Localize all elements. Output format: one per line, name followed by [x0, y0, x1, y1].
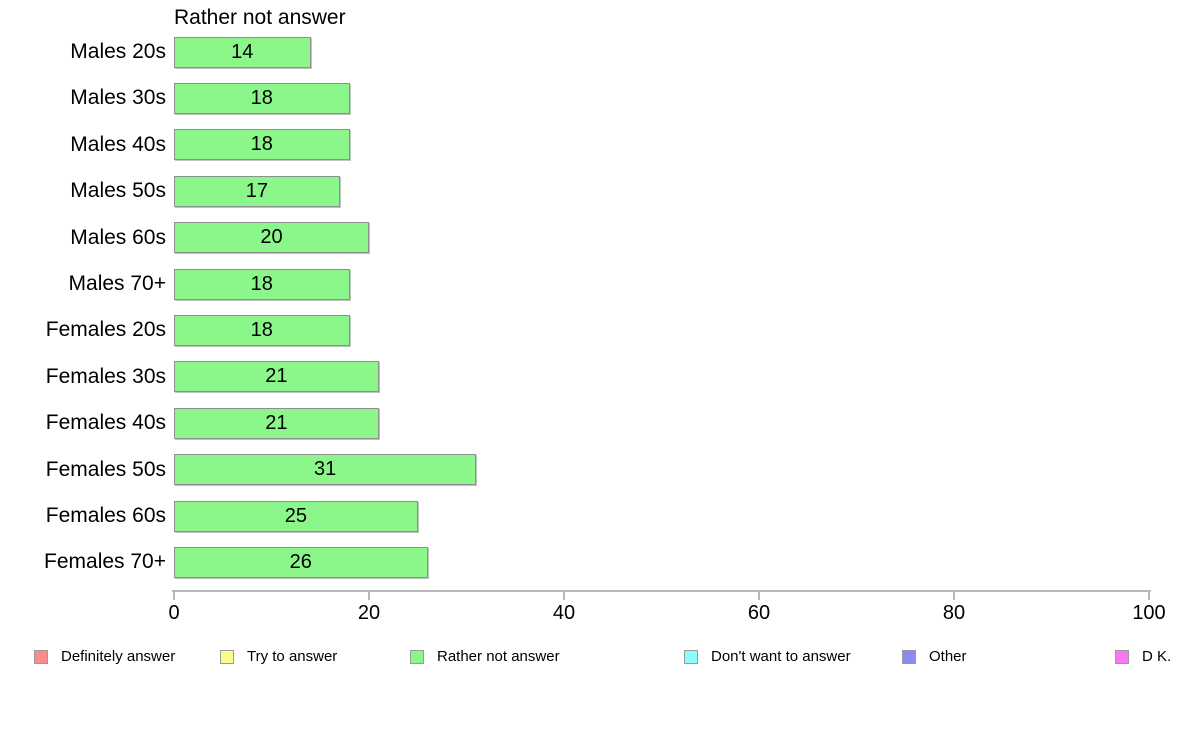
bar: 26 — [174, 546, 428, 578]
x-axis-tick-label: 80 — [942, 602, 966, 624]
x-axis-tick-label: 60 — [747, 602, 771, 624]
category-label: Males 50s — [70, 179, 166, 203]
bar: 18 — [174, 268, 350, 300]
category-label: Males 60s — [70, 225, 166, 249]
category-label: Males 20s — [70, 40, 166, 63]
bar-value-label: 18 — [250, 318, 273, 341]
bar-value-label: 17 — [245, 179, 268, 202]
legend-swatch-icon — [34, 649, 48, 664]
bar-value-label: 14 — [231, 40, 254, 63]
bar: 14 — [174, 36, 311, 68]
legend-item-label: Definitely answer — [61, 648, 176, 665]
x-axis-tick — [173, 592, 175, 600]
category-label: Females 20s — [45, 318, 166, 342]
bar: 21 — [174, 361, 379, 393]
bar-value-label: 25 — [284, 504, 307, 527]
legend-item-label: Other — [929, 648, 967, 665]
category-label: Females 40s — [45, 411, 166, 435]
x-axis-tick-label: 20 — [357, 602, 381, 624]
legend-item-label: D K. — [1142, 648, 1172, 665]
bar-value-label: 20 — [260, 226, 283, 249]
legend-swatch-icon — [220, 649, 234, 664]
x-axis-tick — [368, 592, 370, 600]
legend-item: D K. — [1115, 648, 1171, 665]
legend-swatch-icon — [684, 649, 698, 664]
bar: 21 — [174, 407, 379, 439]
category-label: Females 50s — [45, 457, 166, 481]
bar-value-label: 18 — [250, 272, 273, 295]
x-axis-tick — [563, 592, 565, 600]
bar: 18 — [174, 129, 350, 161]
category-label: Males 40s — [70, 132, 166, 156]
legend-item: Other — [902, 648, 967, 665]
x-axis-tick — [1148, 592, 1150, 600]
x-axis-tick — [953, 592, 955, 600]
legend-swatch-icon — [410, 649, 424, 664]
bar-value-label: 31 — [314, 458, 337, 481]
bar: 31 — [174, 454, 477, 486]
legend-item-label: Rather not answer — [437, 648, 560, 665]
bar-value-label: 18 — [250, 86, 273, 109]
x-axis-tick-label: 100 — [1132, 602, 1166, 624]
legend-item: Try to answer — [220, 648, 337, 665]
bar-value-label: 18 — [250, 133, 273, 156]
category-label: Males 70+ — [68, 272, 166, 295]
bar-value-label: 26 — [289, 550, 312, 573]
legend-item-label: Try to answer — [247, 648, 338, 665]
bar: 18 — [174, 82, 350, 114]
legend-item: Rather not answer — [410, 648, 560, 665]
legend-item: Definitely answer — [34, 648, 175, 665]
bar: 18 — [174, 314, 350, 346]
category-label: Females 60s — [45, 504, 166, 527]
x-axis-line — [172, 590, 1151, 592]
category-label: Females 30s — [45, 364, 166, 388]
legend-swatch-icon — [902, 649, 916, 664]
bar: 17 — [174, 175, 340, 207]
x-axis-tick — [758, 592, 760, 600]
bar-value-label: 21 — [265, 365, 288, 388]
x-axis-tick-label: 0 — [168, 602, 180, 624]
category-label: Females 70+ — [44, 550, 166, 574]
category-label: Males 30s — [70, 86, 166, 110]
bar: 25 — [174, 500, 418, 532]
bar-value-label: 21 — [265, 411, 288, 434]
bar: 20 — [174, 222, 369, 254]
chart-title: Rather not answer — [174, 6, 346, 29]
legend-swatch-icon — [1115, 649, 1129, 664]
legend-item-label: Don't want to answer — [711, 648, 851, 665]
x-axis-tick-label: 40 — [552, 602, 576, 624]
legend-item: Don't want to answer — [684, 648, 851, 665]
